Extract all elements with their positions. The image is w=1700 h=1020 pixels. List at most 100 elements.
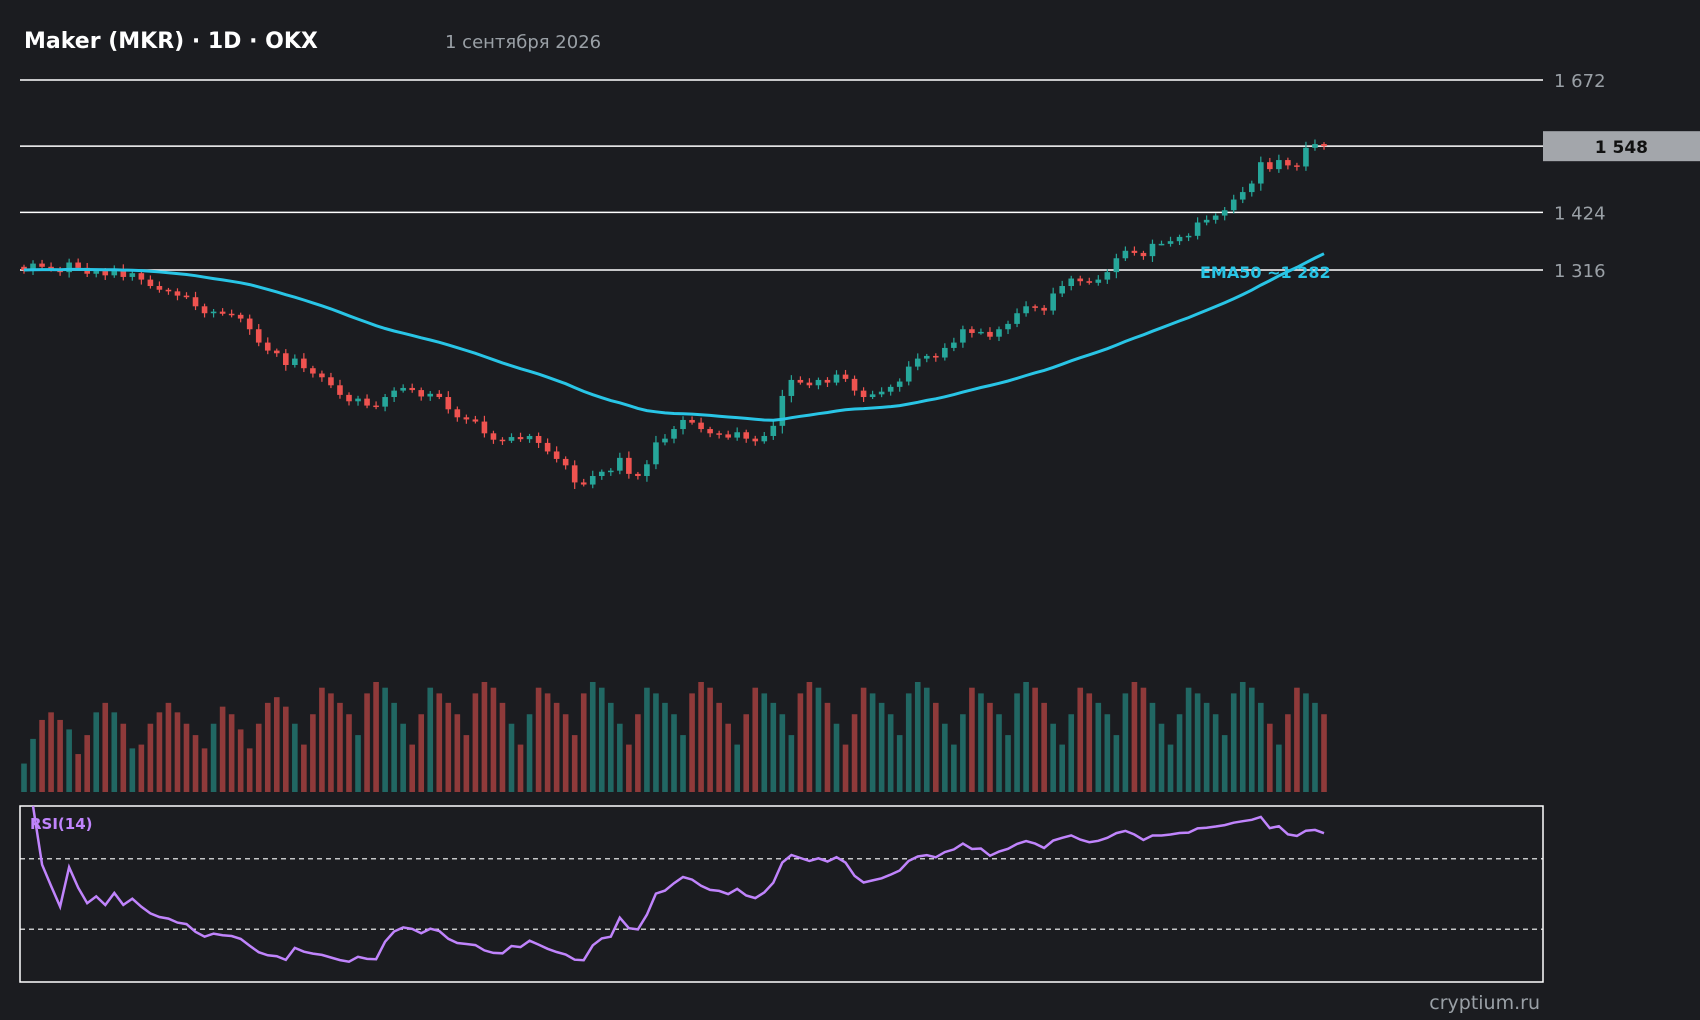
candle-body xyxy=(716,433,722,435)
rsi-label: RSI(14) xyxy=(30,815,93,833)
candle-body xyxy=(851,378,858,391)
candle-body xyxy=(1285,160,1291,166)
candle-body xyxy=(499,439,506,442)
volume-bar xyxy=(436,693,443,792)
volume-bar xyxy=(472,693,479,792)
candlesticks xyxy=(21,139,1327,489)
candle-body xyxy=(553,451,560,459)
candle-body xyxy=(608,470,614,473)
volume-bar xyxy=(138,744,145,792)
volume-bar xyxy=(815,687,822,792)
volume-bar xyxy=(598,687,605,792)
candle-body xyxy=(1303,147,1309,167)
candle-body xyxy=(1014,313,1020,324)
volume-bar xyxy=(183,723,190,792)
volume-bar xyxy=(608,702,614,792)
candle-body xyxy=(571,465,578,483)
rsi-line xyxy=(31,805,1325,964)
candle-body xyxy=(535,435,542,443)
volume-bar xyxy=(355,735,361,792)
candle-body xyxy=(219,311,226,314)
candle-body xyxy=(617,457,623,471)
candle-body xyxy=(761,435,768,442)
volume-bar xyxy=(301,744,307,792)
volume-bar xyxy=(635,714,641,792)
volume-bar xyxy=(1050,723,1056,792)
volume-bar xyxy=(1005,735,1011,792)
volume-bar xyxy=(120,723,127,792)
candle-body xyxy=(93,271,100,274)
volume-bar xyxy=(292,723,298,792)
volume-bar xyxy=(1086,693,1093,792)
candle-body xyxy=(129,273,136,277)
volume-bar xyxy=(589,682,596,792)
chart-date: 1 сентября 2026 xyxy=(445,32,601,53)
candle-body xyxy=(1050,293,1056,311)
candle-body xyxy=(246,318,253,330)
volume-bar xyxy=(219,706,226,792)
volume-bar xyxy=(400,723,406,792)
volume-bar xyxy=(562,714,569,792)
volume-bar xyxy=(1258,702,1264,792)
ema-label: EMA50 ~1 282 xyxy=(1200,263,1331,282)
volume-bar xyxy=(21,763,27,792)
volume-bar xyxy=(833,723,840,792)
volume-bar xyxy=(1158,723,1165,792)
candle-body xyxy=(815,379,822,386)
volume-bar xyxy=(842,744,849,792)
candle-body xyxy=(1032,306,1038,308)
volume-bar xyxy=(996,714,1002,792)
candle-body xyxy=(598,471,605,477)
candle-body xyxy=(463,417,470,420)
volume-bar xyxy=(716,702,722,792)
candle-body xyxy=(1258,162,1264,184)
candle-body xyxy=(382,397,388,407)
candle-body xyxy=(400,387,406,391)
candle-body xyxy=(960,329,966,343)
volume-bar xyxy=(111,712,118,792)
volume-bar xyxy=(337,702,343,792)
candle-body xyxy=(1185,235,1192,238)
candle-body xyxy=(490,433,497,440)
volume-bar xyxy=(174,712,181,792)
volume-bar xyxy=(851,714,858,792)
candle-body xyxy=(301,358,307,369)
volume-bar xyxy=(192,735,199,792)
candle-body xyxy=(111,269,118,276)
volume-bar xyxy=(364,693,370,792)
volume-bar xyxy=(707,687,713,792)
volume-bar xyxy=(93,712,100,792)
volume-bar xyxy=(66,729,72,792)
candle-body xyxy=(743,432,750,439)
volume-bar xyxy=(328,693,334,792)
candle-body xyxy=(1086,281,1093,283)
volume-bar xyxy=(210,723,217,792)
volume-bar xyxy=(887,714,894,792)
candle-body xyxy=(1131,250,1138,253)
volume-bar xyxy=(933,702,939,792)
volume-bar xyxy=(779,714,786,792)
candle-body xyxy=(933,355,939,358)
candle-body xyxy=(1149,243,1156,257)
candle-body xyxy=(273,350,280,354)
volume-bar xyxy=(1276,744,1282,792)
candle-body xyxy=(770,425,777,436)
volume-bar xyxy=(644,687,650,792)
candle-body xyxy=(978,331,984,334)
candle-body xyxy=(183,295,190,298)
candle-body xyxy=(418,390,425,397)
rsi-panel-frame xyxy=(19,805,1544,983)
candle-body xyxy=(481,421,488,434)
volume-bar xyxy=(1312,702,1318,792)
volume-bar xyxy=(951,744,957,792)
price-level-label: 1 424 xyxy=(1554,203,1606,224)
candle-body xyxy=(264,342,271,351)
candle-body xyxy=(445,397,452,410)
price-level-label: 1 672 xyxy=(1554,71,1606,92)
volume-bar xyxy=(75,754,81,792)
candle-body xyxy=(860,390,867,398)
current-price-label: 1 548 xyxy=(1595,138,1648,158)
volume-bar xyxy=(1023,682,1029,792)
